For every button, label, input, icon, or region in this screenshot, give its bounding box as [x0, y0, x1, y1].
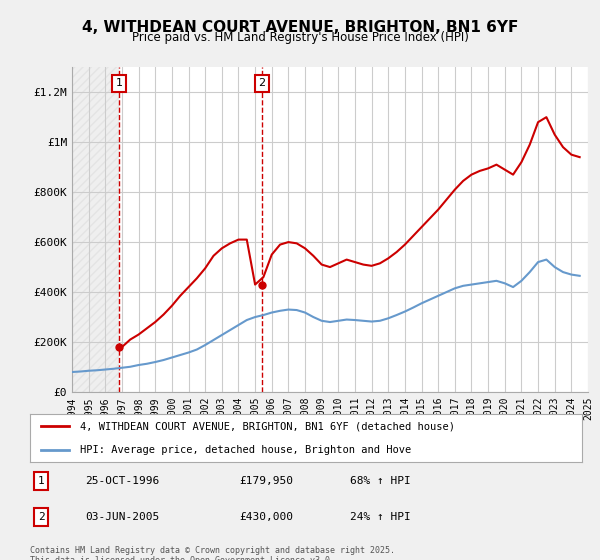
Text: HPI: Average price, detached house, Brighton and Hove: HPI: Average price, detached house, Brig… — [80, 445, 411, 455]
Text: Price paid vs. HM Land Registry's House Price Index (HPI): Price paid vs. HM Land Registry's House … — [131, 31, 469, 44]
Text: 4, WITHDEAN COURT AVENUE, BRIGHTON, BN1 6YF: 4, WITHDEAN COURT AVENUE, BRIGHTON, BN1 … — [82, 20, 518, 35]
Text: 1: 1 — [38, 476, 44, 486]
Text: 4, WITHDEAN COURT AVENUE, BRIGHTON, BN1 6YF (detached house): 4, WITHDEAN COURT AVENUE, BRIGHTON, BN1 … — [80, 421, 455, 431]
Bar — [72, 67, 119, 392]
Text: 2: 2 — [38, 512, 44, 522]
Text: Contains HM Land Registry data © Crown copyright and database right 2025.
This d: Contains HM Land Registry data © Crown c… — [30, 546, 395, 560]
Text: 2: 2 — [259, 78, 266, 88]
Text: 25-OCT-1996: 25-OCT-1996 — [85, 476, 160, 486]
Text: 1: 1 — [115, 78, 122, 88]
Text: 68% ↑ HPI: 68% ↑ HPI — [350, 476, 411, 486]
Text: £179,950: £179,950 — [240, 476, 294, 486]
Text: £430,000: £430,000 — [240, 512, 294, 522]
Text: 03-JUN-2005: 03-JUN-2005 — [85, 512, 160, 522]
Text: 24% ↑ HPI: 24% ↑ HPI — [350, 512, 411, 522]
